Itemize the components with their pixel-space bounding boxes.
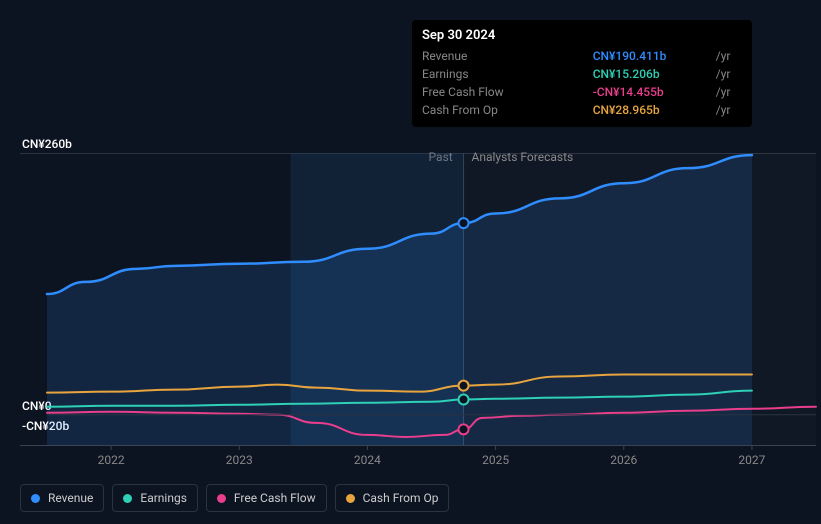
tooltip-row-unit: /yr (712, 47, 742, 65)
legend-label: Free Cash Flow (234, 491, 316, 505)
tooltip-row-value: CN¥28.965b (593, 101, 712, 119)
legend-dot-icon (123, 494, 132, 503)
tooltip-row-unit: /yr (712, 65, 742, 83)
x-axis-label: 2022 (98, 453, 125, 467)
data-tooltip: Sep 30 2024 Revenue CN¥190.411b /yr Earn… (412, 20, 752, 127)
legend-dot-icon (217, 494, 226, 503)
tooltip-row-value: CN¥190.411b (593, 47, 712, 65)
tooltip-row: Cash From Op CN¥28.965b /yr (422, 101, 742, 119)
x-axis-label: 2027 (738, 453, 765, 467)
legend-label: Cash From Op (363, 491, 439, 505)
legend-label: Revenue (48, 491, 93, 505)
x-axis-label: 2024 (354, 453, 381, 467)
legend-dot-icon (346, 494, 355, 503)
legend-item-earnings[interactable]: Earnings (112, 484, 198, 512)
tooltip-row-label: Cash From Op (422, 101, 593, 119)
legend-label: Earnings (140, 491, 187, 505)
legend-item-cash-from-op[interactable]: Cash From Op (335, 484, 450, 512)
tooltip-row-label: Free Cash Flow (422, 83, 593, 101)
x-axis-label: 2025 (482, 453, 509, 467)
legend-item-revenue[interactable]: Revenue (20, 484, 104, 512)
tooltip-table: Revenue CN¥190.411b /yr Earnings CN¥15.2… (422, 47, 742, 119)
tooltip-row-value: -CN¥14.455b (593, 83, 712, 101)
legend-dot-icon (31, 494, 40, 503)
tooltip-title: Sep 30 2024 (422, 28, 742, 43)
chart-legend: Revenue Earnings Free Cash Flow Cash Fro… (20, 484, 449, 512)
tooltip-row-value: CN¥15.206b (593, 65, 712, 83)
tooltip-row-unit: /yr (712, 83, 742, 101)
tooltip-row-label: Earnings (422, 65, 593, 83)
x-axis-label: 2023 (226, 453, 253, 467)
tooltip-row-label: Revenue (422, 47, 593, 65)
tooltip-row: Earnings CN¥15.206b /yr (422, 65, 742, 83)
tooltip-row: Revenue CN¥190.411b /yr (422, 47, 742, 65)
x-axis-label: 2026 (610, 453, 637, 467)
legend-item-free-cash-flow[interactable]: Free Cash Flow (206, 484, 327, 512)
tooltip-row-unit: /yr (712, 101, 742, 119)
tooltip-row: Free Cash Flow -CN¥14.455b /yr (422, 83, 742, 101)
